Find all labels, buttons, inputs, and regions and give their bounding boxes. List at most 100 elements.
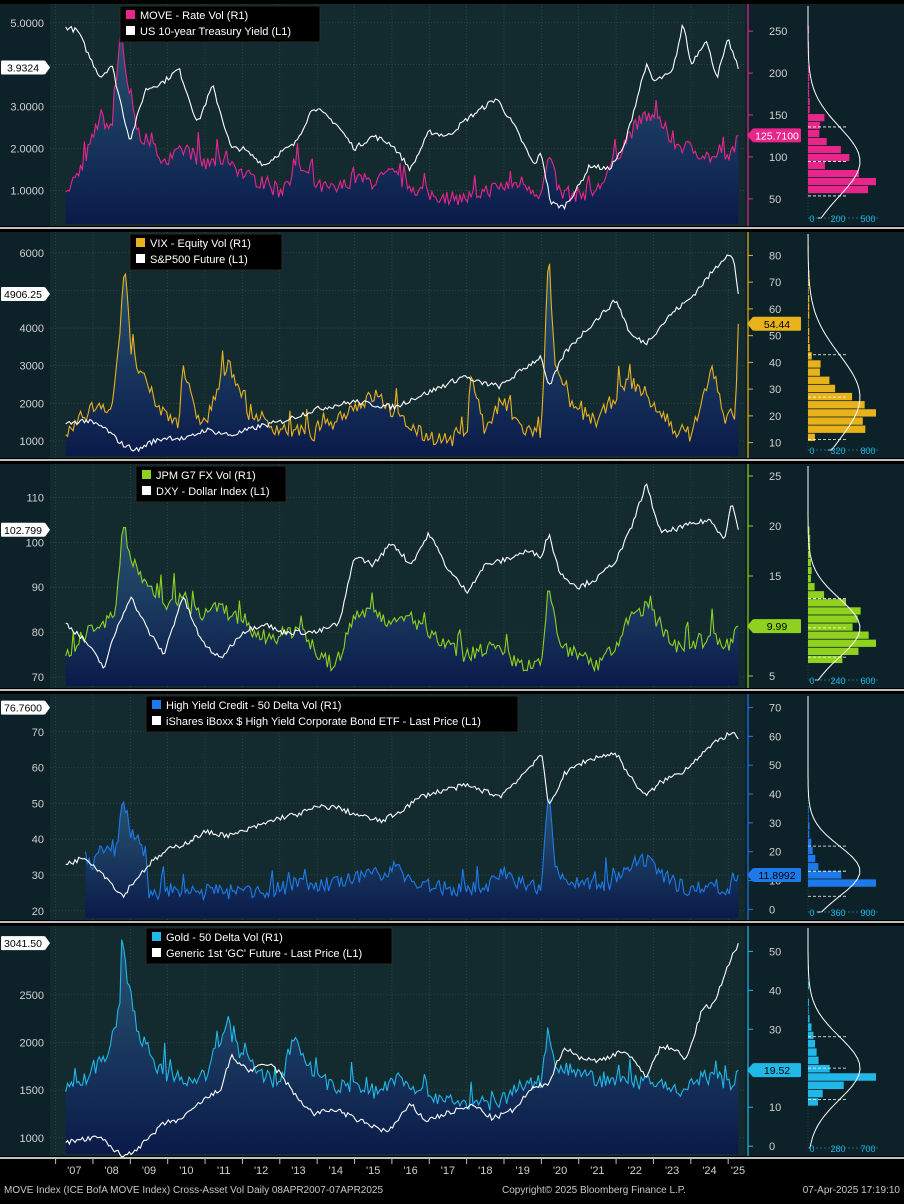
histogram-bar (808, 26, 810, 34)
histogram-tick-label: 800 (860, 446, 875, 456)
legend-label: Gold - 50 Delta Vol (R1) (166, 932, 283, 944)
x-tick-label: '09 (142, 1165, 156, 1177)
right-tick-label: 80 (769, 250, 781, 262)
left-tick-label: 1000 (20, 436, 44, 448)
histogram-bar (808, 74, 810, 82)
histogram-bar (808, 106, 810, 114)
x-tick-label: '23 (665, 1165, 679, 1177)
histogram-bar (808, 66, 810, 74)
histogram-bar (808, 863, 819, 871)
histogram-bar (808, 98, 810, 106)
right-last-value-arrow (747, 619, 753, 634)
left-tick-label: 30 (32, 870, 44, 882)
histogram-density-curve (807, 6, 861, 219)
histogram-tick-label: 0 (809, 1144, 814, 1154)
right-last-value-arrow (747, 128, 753, 143)
left-tick-label: 1000 (20, 1133, 44, 1145)
left-tick-label: 2.0000 (10, 144, 44, 156)
histogram-density-curve (807, 928, 861, 1149)
price-series-line (65, 483, 739, 669)
right-tick-label: 20 (769, 847, 781, 859)
left-tick-label: 2500 (20, 990, 44, 1002)
histogram-bar (808, 1006, 809, 1015)
x-tick-label: '21 (590, 1165, 604, 1177)
x-tick-label: '18 (478, 1165, 492, 1177)
right-tick-label: 10 (769, 1102, 781, 1114)
left-last-value-tag (1, 936, 45, 951)
histogram-density-curve (807, 233, 861, 451)
legend-label: S&P500 Future (L1) (150, 254, 248, 266)
histogram-bar (808, 401, 865, 409)
right-last-value-tag (753, 868, 801, 883)
histogram-bar (808, 526, 810, 534)
histogram-bar (808, 138, 827, 146)
left-tick-label: 50 (32, 798, 44, 810)
legend-swatch (152, 932, 161, 941)
legend-box (135, 465, 287, 503)
left-last-value-arrow (45, 286, 50, 301)
right-last-value-tag (753, 128, 801, 143)
histogram-bar (808, 846, 813, 855)
left-last-value: 3041.50 (4, 938, 42, 950)
right-tick-label: 50 (769, 760, 781, 772)
histogram-tick-label: 0 (809, 214, 814, 224)
histogram-bar (808, 392, 853, 401)
vol-series-line (65, 939, 739, 1111)
histogram-tick-label: 320 (830, 446, 845, 456)
right-last-value: 19.52 (764, 1065, 790, 1077)
histogram-bar (808, 352, 812, 360)
right-tick-label: 50 (769, 946, 781, 958)
histogram-tick-label: 900 (860, 908, 875, 918)
histogram-bar (808, 376, 830, 384)
x-tick-label: '17 (441, 1165, 455, 1177)
right-tick-label: 70 (769, 277, 781, 289)
left-tick-label: 2000 (20, 1037, 44, 1049)
histogram-bar (808, 879, 876, 887)
left-tick-label: 60 (32, 763, 44, 775)
histogram-bar (808, 1056, 819, 1065)
histogram-bar (808, 368, 820, 376)
histogram-tick-label: 600 (860, 676, 875, 686)
histogram-bar (808, 623, 853, 631)
histogram-bar (808, 90, 810, 98)
legend-label: MOVE - Rate Vol (R1) (140, 10, 248, 22)
histogram-bar (808, 871, 842, 879)
histogram-bar (808, 303, 810, 311)
x-tick-label: '19 (516, 1165, 530, 1177)
histogram-bar (808, 344, 810, 352)
histogram-bar (808, 154, 850, 162)
histogram-tick-label: 0 (809, 446, 814, 456)
x-tick-label: '22 (628, 1165, 642, 1177)
legend-label: DXY - Dollar Index (L1) (156, 486, 270, 498)
left-tick-label: 3000 (20, 361, 44, 373)
right-tick-label: 10 (769, 438, 781, 450)
histogram-bar (808, 1064, 830, 1073)
left-tick-label: 2000 (20, 398, 44, 410)
right-tick-label: 0 (769, 1141, 775, 1153)
histogram-bar (808, 1073, 876, 1081)
histogram-bar (808, 417, 863, 425)
footer-left: MOVE Index (ICE BofA MOVE Index) Cross-A… (4, 1185, 384, 1196)
right-last-value: 11.8992 (758, 870, 795, 882)
left-last-value: 76.7600 (4, 703, 42, 715)
histogram-bar (808, 591, 825, 599)
right-tick-label: 20 (769, 521, 781, 533)
histogram-density-curve (807, 696, 861, 913)
histogram-bar (808, 335, 810, 344)
histogram-bar (808, 130, 820, 138)
left-last-value-tag (1, 700, 45, 715)
footer-right: 07-Apr-2025 17:19:10 (802, 1185, 900, 1196)
price-series-line (65, 254, 739, 453)
histogram-tick-label: 700 (860, 1144, 875, 1154)
left-tick-label: 70 (32, 672, 44, 684)
legend-swatch (136, 238, 145, 247)
left-tick-label: 100 (26, 537, 44, 549)
left-tick-label: 4000 (20, 323, 44, 335)
histogram-bar (808, 433, 815, 442)
histogram-density-curve (807, 466, 861, 681)
legend-swatch (142, 470, 151, 479)
histogram-bar (808, 360, 821, 368)
right-tick-label: 20 (769, 411, 781, 423)
histogram-tick-label: 200 (830, 214, 845, 224)
